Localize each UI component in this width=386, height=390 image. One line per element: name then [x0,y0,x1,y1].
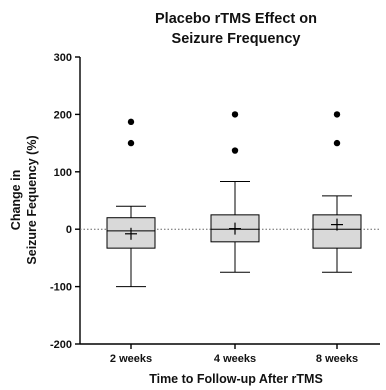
outlier-point [333,139,341,147]
y-tick-label: 0 [66,224,72,236]
y-tick-label: 300 [54,52,72,64]
y-tick-label: -200 [50,339,72,351]
y-axis-label-line-1: Change in [9,170,23,230]
plot-area: -200 -100 0 100 200 300 2 weeks 4 weeks 8 weeks [50,52,380,365]
y-axis-label-line-2: Seizure Fequency (%) [25,135,39,264]
x-tick-label: 4 weeks [214,353,256,365]
chart-title-line-1: Placebo rTMS Effect on [155,11,317,27]
y-tick-label: 200 [54,109,72,121]
x-tick-label: 2 weeks [110,353,152,365]
outlier-point [333,111,341,118]
outlier-point [231,111,239,118]
y-tick-label: 100 [54,167,72,179]
outlier-point [127,118,135,126]
x-axis-label: Time to Follow-up After rTMS [149,372,323,386]
outlier-point [127,139,135,147]
y-tick-label: -100 [50,282,72,294]
chart-title-line-2: Seizure Frequency [172,31,301,47]
x-tick-label: 8 weeks [316,353,358,365]
outlier-point [231,147,239,154]
